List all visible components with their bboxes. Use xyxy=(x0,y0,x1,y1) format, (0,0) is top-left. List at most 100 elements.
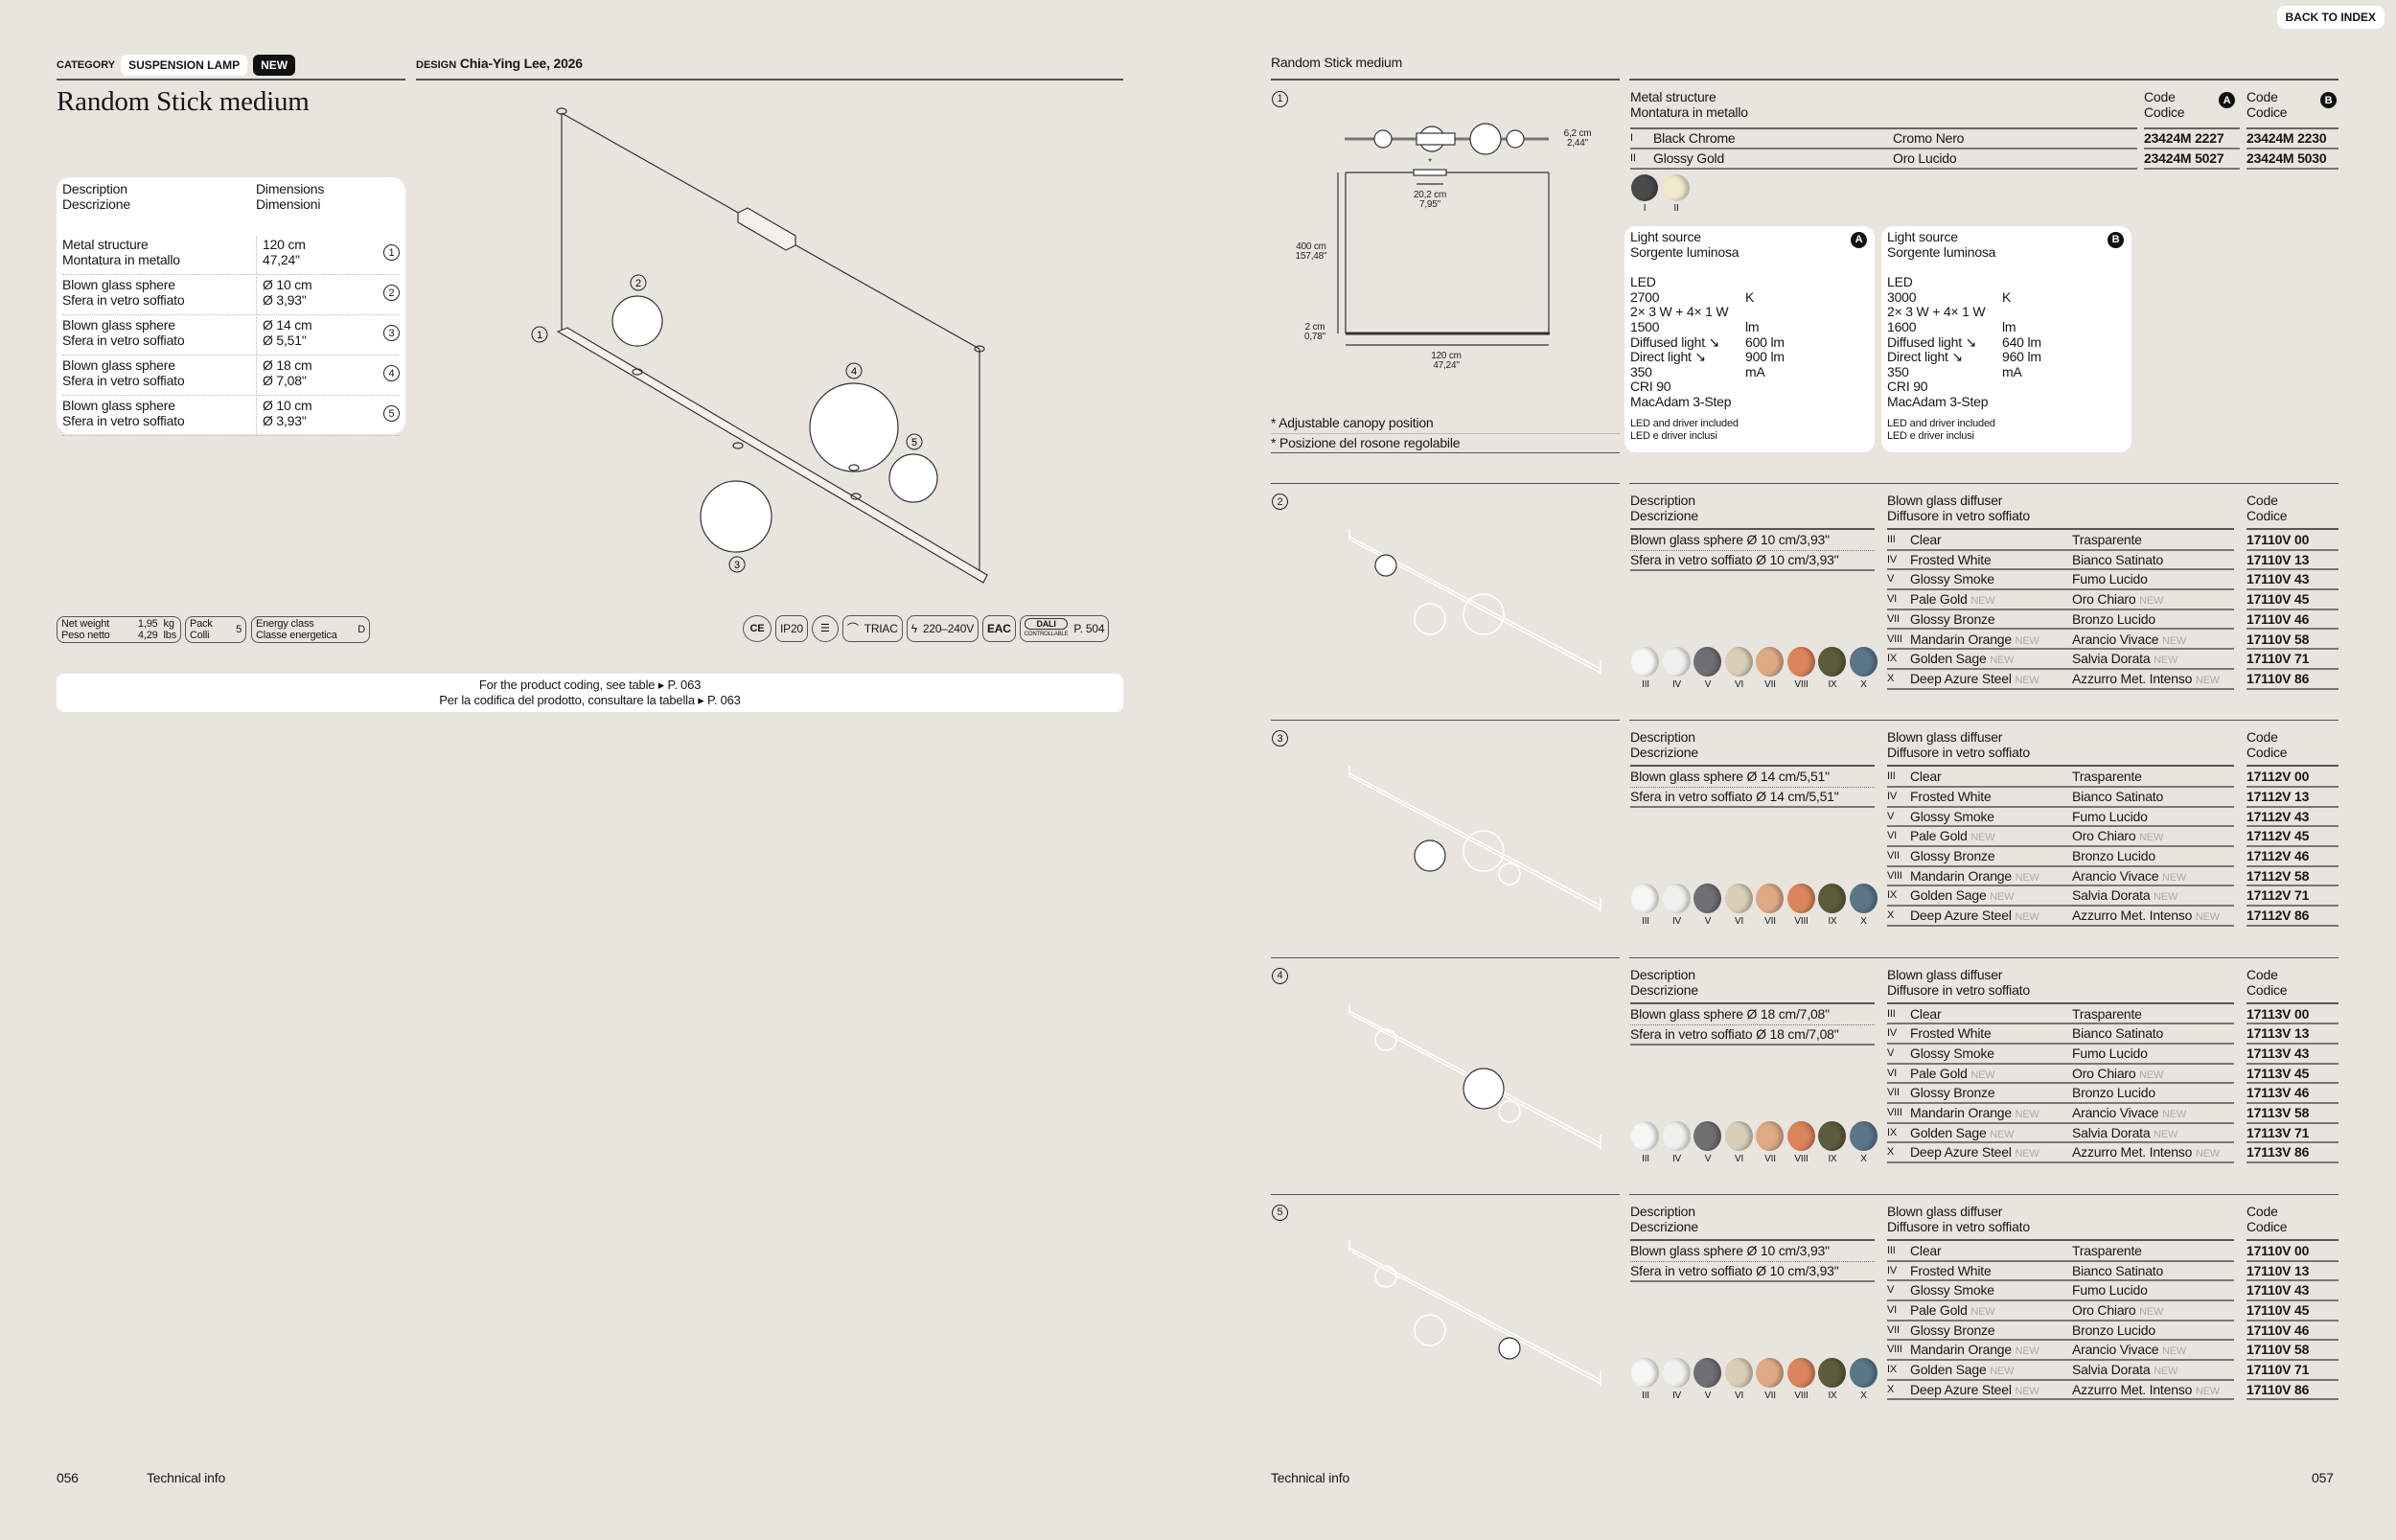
color-number: VII xyxy=(1887,1323,1900,1336)
variant-description: Sfera in vetro soffiato Ø 10 cm/3,93" xyxy=(1630,1262,1875,1282)
color-swatch[interactable] xyxy=(1662,647,1691,677)
color-number: V xyxy=(1887,1046,1895,1059)
color-swatch[interactable] xyxy=(1724,1120,1753,1151)
callout-number: 4 xyxy=(383,365,400,381)
color-swatch[interactable] xyxy=(1724,1357,1753,1388)
part-name-en: Blown glass sphere xyxy=(62,277,175,292)
color-name-en: Glossy Smoke xyxy=(1910,1045,1994,1061)
light-source-card-b: B Light source Sorgente luminosa LED 3000 K 2×… xyxy=(1881,226,2131,452)
product-coding-note[interactable]: For the product coding, see table ▸ P. 0… xyxy=(57,674,1123,712)
color-swatch[interactable] xyxy=(1662,1120,1691,1151)
new-tag: NEW xyxy=(2162,634,2187,647)
color-row: V Glossy Smoke Fumo Lucido xyxy=(1887,1281,2234,1301)
color-swatch[interactable] xyxy=(1662,884,1691,914)
color-swatch[interactable] xyxy=(1693,647,1721,677)
color-swatch[interactable] xyxy=(1631,647,1659,677)
color-swatch[interactable] xyxy=(1849,1120,1878,1151)
color-swatch[interactable] xyxy=(1818,1357,1846,1388)
light-badge: A xyxy=(1851,232,1867,248)
color-name-it: Arancio Vivace NEW xyxy=(2072,867,2187,884)
color-swatch[interactable] xyxy=(1818,647,1846,677)
color-row: IX Golden Sage NEW Salvia Dorata NEW xyxy=(1887,886,2234,908)
color-swatch-label: IV xyxy=(1671,679,1682,690)
variant-code: 17110V 86 xyxy=(2246,670,2338,690)
color-number: X xyxy=(1887,1146,1895,1159)
color-swatch[interactable] xyxy=(1756,1357,1784,1388)
color-row: III Clear Trasparente xyxy=(1887,1242,2234,1262)
new-tag: NEW xyxy=(1970,1305,1995,1318)
color-swatch[interactable] xyxy=(1693,1357,1721,1388)
color-row: III Clear Trasparente xyxy=(1887,768,2234,788)
part-dimension: Ø 18 cm Ø 7,08" xyxy=(256,357,312,396)
category-tag[interactable]: SUSPENSION LAMP xyxy=(121,55,248,76)
color-name-it: Azzurro Met. Intenso NEW xyxy=(2072,1144,2220,1161)
description-head: Description Descrizione xyxy=(1630,493,1698,523)
dali-badge: DALI CONTROLLABLE P. 504 xyxy=(1019,615,1110,642)
color-swatch[interactable] xyxy=(1693,1120,1721,1151)
color-number: VI xyxy=(1887,1067,1897,1079)
color-swatch[interactable] xyxy=(1756,1120,1784,1151)
color-swatch[interactable] xyxy=(1849,884,1878,914)
code-b: 23424M 2230 xyxy=(2246,129,2338,149)
finish-swatch[interactable] xyxy=(1663,174,1690,201)
color-swatch[interactable] xyxy=(1631,884,1659,914)
color-number: VII xyxy=(1887,850,1900,862)
finish-swatch[interactable] xyxy=(1631,174,1658,201)
color-swatch[interactable] xyxy=(1786,1120,1815,1151)
color-swatch[interactable] xyxy=(1724,884,1753,914)
code-head: Code Codice xyxy=(2246,1203,2288,1234)
color-row: IV Frosted White Bianco Satinato xyxy=(1887,1024,2234,1045)
color-swatch[interactable] xyxy=(1786,884,1815,914)
color-name-en: Pale Gold NEW xyxy=(1910,1301,1995,1318)
light-spec-row: MacAdam 3-Step xyxy=(1887,393,1989,409)
color-number: IV xyxy=(1887,790,1897,802)
page-number: 057 xyxy=(2312,1470,2334,1485)
divider xyxy=(1629,720,2338,722)
back-to-index-button[interactable]: BACK TO INDEX xyxy=(2276,6,2384,29)
light-spec-row: CRI 90 xyxy=(1630,379,1671,395)
new-tag: NEW xyxy=(2154,1128,2178,1140)
variant-code: 17113V 86 xyxy=(2246,1143,2338,1164)
variant-code: 17110V 13 xyxy=(2246,551,2338,571)
color-swatch[interactable] xyxy=(1631,1120,1659,1151)
callout-1: 1 xyxy=(531,326,548,343)
color-swatch[interactable] xyxy=(1849,1357,1878,1388)
color-swatch[interactable] xyxy=(1662,1357,1691,1388)
net-weight-badge: Net weight Peso netto 1,95 4,29 kg lbs xyxy=(57,616,181,643)
diffuser-head: Blown glass diffuser Diffusore in vetro s… xyxy=(1887,729,2030,761)
divider xyxy=(1271,1193,1620,1195)
divider xyxy=(1271,720,1620,722)
color-swatch[interactable] xyxy=(1818,884,1846,914)
new-tag: NEW xyxy=(1990,1366,2015,1378)
color-swatch[interactable] xyxy=(1786,647,1815,677)
light-spec-row: MacAdam 3-Step xyxy=(1630,393,1732,409)
color-number: IV xyxy=(1887,1027,1897,1040)
light-spec-row: Direct light ↘ 960 lm xyxy=(1887,349,2041,365)
lamp-illustration: 1 2 3 4 5 xyxy=(531,107,988,584)
color-name-en: Frosted White xyxy=(1910,1025,1992,1042)
color-swatch[interactable] xyxy=(1724,647,1753,677)
color-swatch[interactable] xyxy=(1631,1357,1659,1388)
color-swatch[interactable] xyxy=(1818,1120,1846,1151)
color-swatch[interactable] xyxy=(1786,1357,1815,1388)
light-spec-row: 2700 K xyxy=(1630,288,1755,305)
color-swatch-label: IX xyxy=(1828,1153,1837,1164)
variant-code: 17112V 71 xyxy=(2246,886,2338,908)
variant-code: 17110V 71 xyxy=(2246,1361,2338,1381)
light-note: LED and driver included LED e driver incl… xyxy=(1630,417,1739,442)
variant-code: 17110V 71 xyxy=(2246,650,2338,670)
color-swatch-label: X xyxy=(1860,916,1867,928)
color-swatch[interactable] xyxy=(1756,884,1784,914)
ceiling-anchor xyxy=(556,107,567,115)
color-swatch[interactable] xyxy=(1693,884,1721,914)
part-name: Metal structure Montatura in metallo xyxy=(62,237,180,267)
light-head: Light source xyxy=(1887,229,1958,244)
code-b: 23424M 5030 xyxy=(2246,149,2338,170)
color-name-en: Glossy Smoke xyxy=(1910,1282,1994,1299)
divider xyxy=(1629,483,2338,484)
color-swatch[interactable] xyxy=(1849,647,1878,677)
variant-section-4: 4 Description Descrizione Blown glass diffu… xyxy=(0,956,2396,1187)
variant-code: 17112V 58 xyxy=(2246,867,2338,887)
color-swatch[interactable] xyxy=(1756,647,1784,677)
variant-code: 17110V 46 xyxy=(2246,610,2338,631)
